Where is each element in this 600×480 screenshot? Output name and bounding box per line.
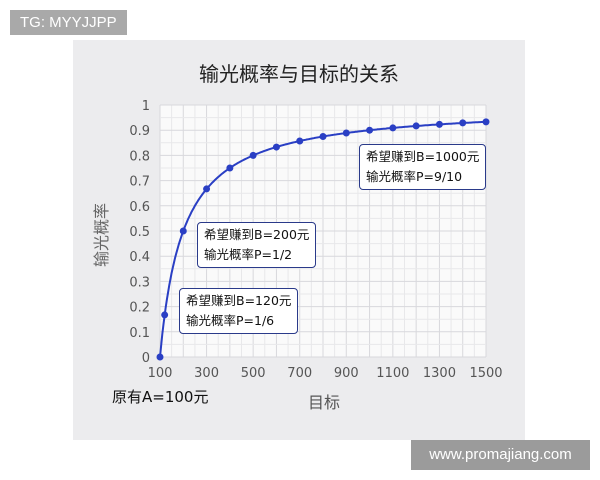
data-point — [366, 126, 374, 134]
x-tick-label: 1100 — [376, 366, 409, 381]
x-tick-label: 1500 — [469, 366, 502, 381]
annotation-1000: 希望赚到B=1000元 输光概率P=9/10 — [359, 144, 487, 190]
annotation-line: 希望赚到B=120元 — [186, 293, 292, 308]
annotation-line: 输光概率P=9/10 — [366, 169, 463, 184]
chart-title: 输光概率与目标的关系 — [199, 62, 399, 86]
data-point — [179, 227, 187, 235]
data-point — [412, 122, 420, 130]
y-tick-label: 0.9 — [129, 124, 150, 139]
annotation-line: 希望赚到B=1000元 — [366, 149, 480, 164]
x-tick-label: 100 — [148, 366, 173, 381]
base-note: 原有A=100元 — [112, 388, 209, 406]
y-tick-label: 0.3 — [129, 275, 150, 290]
annotation-line: 输光概率P=1/6 — [186, 313, 275, 328]
x-tick-label: 900 — [334, 366, 359, 381]
y-tick-label: 0 — [142, 351, 150, 366]
data-point — [203, 185, 211, 193]
data-point — [389, 124, 397, 132]
x-axis-label: 目标 — [308, 393, 341, 412]
data-point — [482, 118, 490, 126]
y-tick-label: 1 — [142, 99, 150, 114]
data-point — [435, 120, 443, 128]
tag-label: TG: MYYJJPP — [10, 10, 127, 35]
annotation-line: 希望赚到B=200元 — [204, 227, 310, 242]
y-tick-label: 0.4 — [129, 250, 150, 265]
data-point — [226, 164, 234, 172]
y-tick-label: 0.8 — [129, 149, 150, 164]
data-point — [296, 137, 304, 145]
annotation-line: 输光概率P=1/2 — [204, 247, 293, 262]
data-point — [156, 353, 164, 361]
annotation-200: 希望赚到B=200元 输光概率P=1/2 — [197, 222, 317, 268]
data-point — [459, 119, 467, 127]
y-tick-label: 0.7 — [129, 175, 150, 190]
data-point — [249, 151, 257, 159]
x-tick-label: 1300 — [423, 366, 456, 381]
data-point — [272, 143, 280, 151]
y-tick-label: 0.1 — [129, 326, 150, 341]
y-tick-label: 0.5 — [129, 225, 150, 240]
x-tick-label: 500 — [241, 366, 266, 381]
annotation-120: 希望赚到B=120元 输光概率P=1/6 — [179, 288, 299, 334]
data-point — [161, 311, 169, 319]
data-point — [319, 133, 327, 140]
y-axis-label: 输光概率 — [92, 202, 111, 268]
y-tick-label: 0.6 — [129, 200, 150, 215]
watermark: www.promajiang.com — [411, 440, 590, 470]
x-tick-label: 300 — [194, 366, 219, 381]
y-tick-label: 0.2 — [129, 301, 150, 316]
data-point — [342, 129, 350, 137]
x-tick-label: 700 — [287, 366, 312, 381]
